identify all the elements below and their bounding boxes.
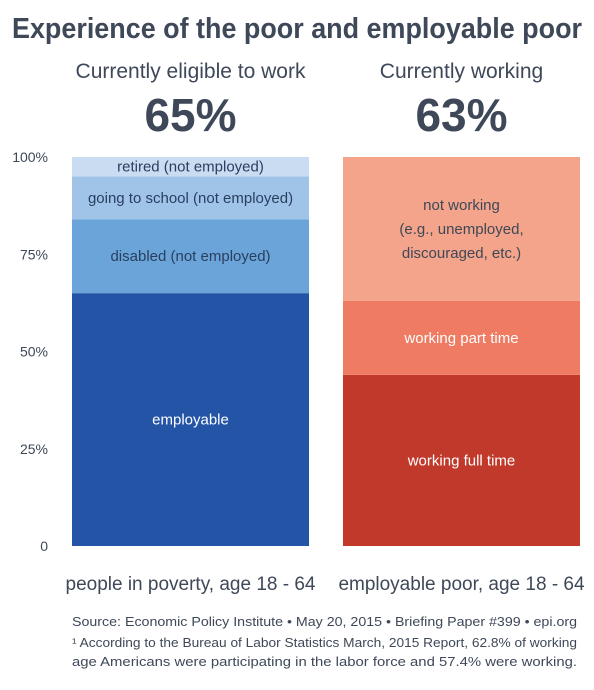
segment-label: going to school (not employed) [88,190,293,207]
bar-1: Currently eligible to work 65% employable d… [66,60,316,595]
bar-segment-disabled-not-employed [72,219,309,294]
bars: Currently eligible to work 65% employable d… [66,60,585,595]
segment-label: not working (e.g., unemployed, discouraged… [399,197,523,262]
bar-segment-going-to-school-not-employed [72,176,309,220]
bar-2: Currently working 63% working full time wor… [338,60,585,595]
y-tick-label-100: 100% [12,149,48,165]
chart-title: Experience of the poor and employable po… [12,13,582,45]
segment-label: disabled (not employed) [110,248,270,265]
bar-header: Currently working [380,60,543,83]
footer-footnote-line1: ¹ According to the Bureau of Labor Stati… [72,635,577,650]
segment-label: working full time [407,452,516,469]
segment-label: employable [152,412,229,429]
y-tick-label-25: 25% [20,441,48,457]
y-tick-label-0: 0 [40,538,48,554]
bar-segment-retired-not-employed [72,157,309,177]
segment-label: retired (not employed) [117,159,264,176]
category-label: employable poor, age 18 - 64 [338,574,585,595]
bar-big-value: 63% [415,89,507,141]
footer-footnote-line2: age Americans were participating in the … [72,654,577,669]
footer-source: Source: Economic Policy Institute • May … [72,614,577,629]
bar-segment-not-working [343,157,580,301]
bar-header: Currently eligible to work [76,60,306,83]
y-tick-label-75: 75% [20,246,48,262]
y-axis: 0 25% 50% 75% 100% [12,149,48,554]
y-tick-label-50: 50% [20,344,48,360]
bar-big-value: 65% [144,89,236,141]
bar-segment-working-full-time [343,374,580,546]
bar-segment-working-part-time [343,300,580,375]
bar-segment-employable [72,293,309,546]
category-label: people in poverty, age 18 - 64 [66,574,316,595]
segment-label: working part time [403,330,518,347]
